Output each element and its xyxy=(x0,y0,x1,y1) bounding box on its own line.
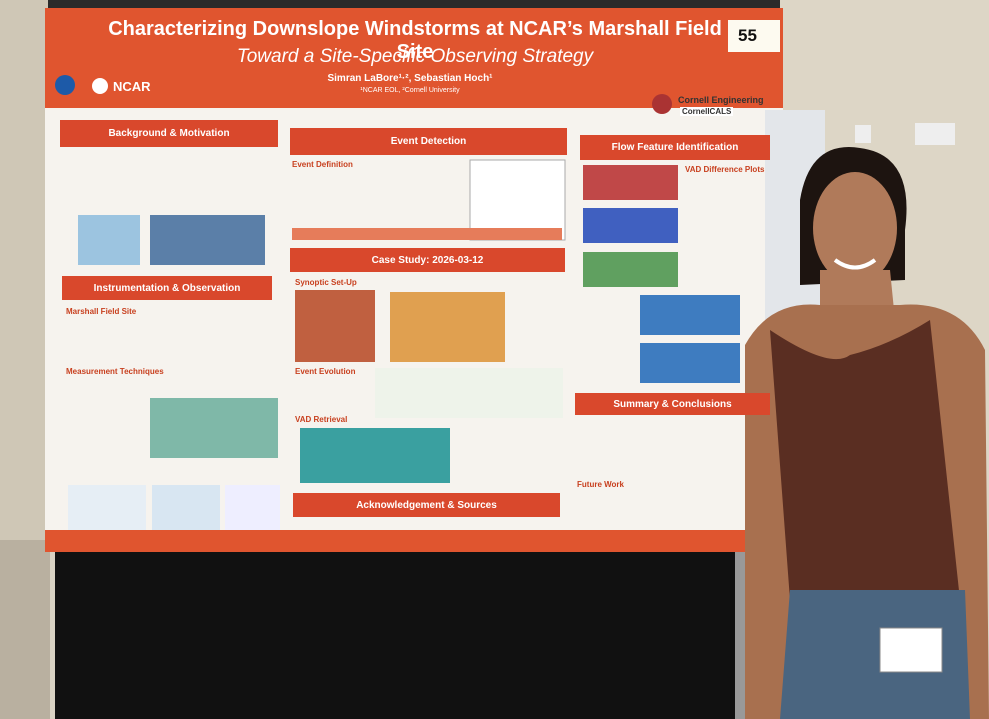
face xyxy=(813,172,897,284)
board-number: 55 xyxy=(738,26,757,45)
affiliation: ¹NCAR EOL, ²Cornell University xyxy=(360,87,460,94)
section-heading: Instrumentation & Observation xyxy=(62,276,272,300)
subheading: Future Work xyxy=(577,480,624,489)
figure xyxy=(375,368,563,418)
badge xyxy=(879,627,943,673)
jeans xyxy=(780,590,970,719)
figure xyxy=(150,215,265,265)
board xyxy=(55,545,745,719)
section-heading: Event Detection xyxy=(290,128,567,155)
figure xyxy=(152,485,220,530)
figure xyxy=(295,290,375,362)
switch xyxy=(915,123,955,145)
poster-footer xyxy=(45,530,750,552)
smile xyxy=(833,258,877,270)
table xyxy=(469,159,566,241)
subheading: Marshall Field Site xyxy=(66,307,137,316)
switch xyxy=(855,125,871,143)
dress xyxy=(770,320,960,600)
title: Characterizing Downslope Windstorms at N… xyxy=(108,18,722,63)
subheading: Synoptic Set-Up xyxy=(295,278,357,287)
number-card xyxy=(728,20,780,52)
section-heading: Background & Motivation xyxy=(60,120,278,147)
figure xyxy=(68,485,146,530)
subheading: VAD Difference Plots xyxy=(685,165,765,174)
authors: Simran LaBore¹·², Sebastian Hoch¹ xyxy=(327,73,493,84)
section-heading: Acknowledgement & Sources xyxy=(293,493,560,517)
cornell-engineering: Cornell Engineering xyxy=(678,95,764,105)
subheading: Measurement Techniques xyxy=(66,367,164,376)
subtitle: Toward a Site-Specific Observing Strateg… xyxy=(236,46,594,67)
subheading: Event Definition xyxy=(292,160,353,169)
nsf-logo xyxy=(55,75,75,95)
flowchart xyxy=(292,228,562,240)
poster-header xyxy=(45,8,783,108)
figure xyxy=(390,292,505,362)
section-heading: Summary & Conclusions xyxy=(575,393,770,415)
floor xyxy=(0,540,50,719)
section-heading: Flow Feature Identification xyxy=(580,135,770,160)
ncar-logo-text: NCAR xyxy=(113,79,151,94)
ncar-logo xyxy=(92,78,108,94)
figure xyxy=(640,343,740,383)
subheading: Event Evolution xyxy=(295,367,356,376)
figure xyxy=(640,295,740,335)
section-heading: Case Study: 2026-03-12 xyxy=(290,248,565,272)
subheading: VAD Retrieval xyxy=(295,415,348,424)
cornell-seal xyxy=(652,94,672,114)
figure xyxy=(78,215,140,265)
figure xyxy=(300,428,450,483)
cornell-cals: CornellCALS xyxy=(680,107,734,116)
figure xyxy=(583,208,678,243)
figure xyxy=(583,252,678,287)
figure xyxy=(583,165,678,200)
figure xyxy=(225,485,280,530)
figure xyxy=(150,398,278,458)
